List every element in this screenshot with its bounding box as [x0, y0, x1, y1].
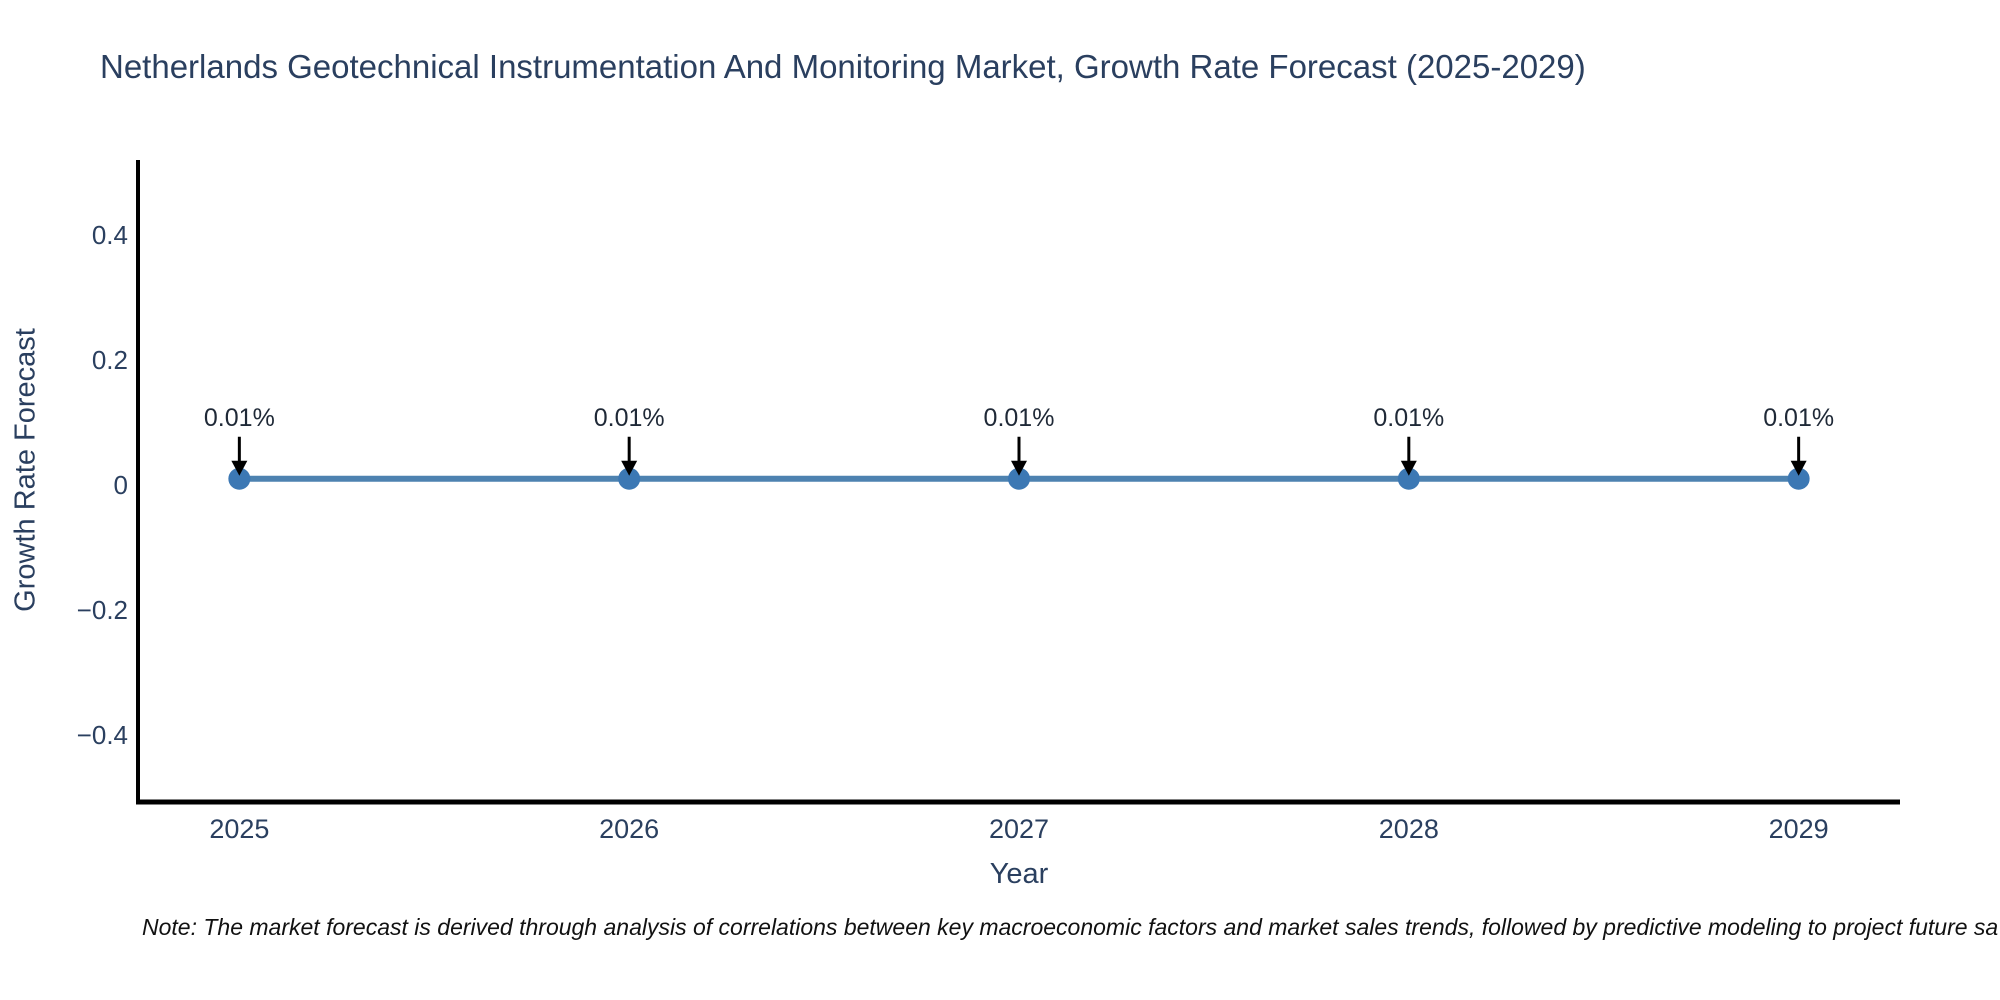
data-point-marker[interactable]: [1397, 467, 1420, 490]
x-tick-label: 2028: [1379, 814, 1439, 844]
footnote: Note: The market forecast is derived thr…: [142, 914, 1999, 940]
point-annotation-label: 0.01%: [1373, 404, 1444, 432]
annotation-arrowhead-icon: [231, 460, 248, 476]
point-annotation-label: 0.01%: [1763, 404, 1834, 432]
y-tick-label: 0.2: [92, 345, 128, 375]
y-tick-label: 0.4: [92, 220, 128, 250]
y-tick-label: −0.4: [77, 720, 128, 750]
data-point-marker[interactable]: [618, 467, 641, 490]
x-tick-label: 2027: [989, 814, 1049, 844]
annotation-arrowhead-icon: [1011, 460, 1027, 476]
x-tick-label: 2025: [209, 814, 269, 844]
annotation-arrowhead-icon: [621, 460, 638, 476]
data-point-marker[interactable]: [1787, 467, 1810, 490]
x-axis-title: Year: [989, 858, 1049, 890]
point-annotation-label: 0.01%: [594, 404, 665, 432]
chart-title: Netherlands Geotechnical Instrumentation…: [100, 48, 1586, 85]
y-tick-label: 0: [114, 470, 128, 500]
annotation-arrowhead-icon: [1400, 460, 1417, 476]
data-point-marker[interactable]: [228, 467, 251, 490]
x-tick-label: 2026: [599, 814, 659, 844]
data-point-marker[interactable]: [1008, 467, 1030, 490]
y-tick-label: −0.2: [77, 595, 128, 625]
annotation-arrowhead-icon: [1790, 460, 1807, 476]
point-annotation-label: 0.01%: [984, 404, 1055, 432]
point-annotation-label: 0.01%: [204, 404, 275, 432]
x-tick-label: 2029: [1769, 814, 1829, 844]
